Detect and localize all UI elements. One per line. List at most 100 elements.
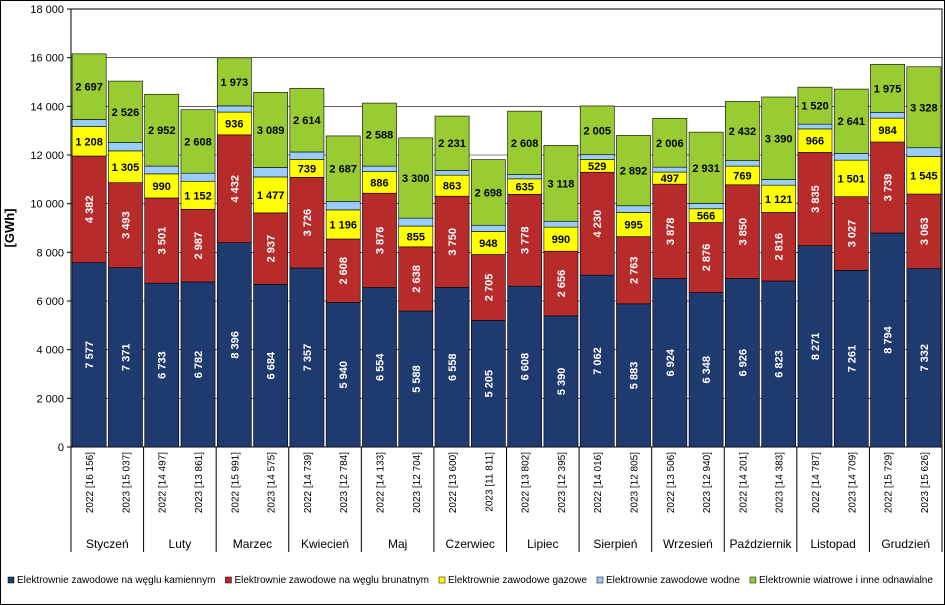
bar-segment: [362, 165, 397, 172]
bar-segment: [180, 208, 216, 283]
x-tick-label: 2022 [13 506]: [666, 452, 677, 513]
data-label: 7 371: [120, 344, 132, 372]
bar-segment: [362, 287, 397, 448]
data-label: 995: [624, 220, 642, 232]
x-tick-label: 2022 [16 156]: [85, 452, 96, 513]
data-label: 497: [661, 173, 679, 185]
data-label: 2 638: [411, 265, 423, 293]
x-tick-label: 2022 [15 991]: [230, 452, 241, 513]
data-label: 3 328: [910, 102, 938, 114]
bar-segment: [289, 267, 325, 448]
x-month-label: Maj: [388, 537, 407, 551]
bar-segment: [543, 315, 579, 448]
bar-segment: [398, 246, 434, 312]
bar-segment: [543, 250, 579, 317]
bar-segment: [108, 267, 143, 448]
data-label: 3 493: [120, 211, 132, 239]
bar-segment: [725, 101, 760, 161]
x-tick-label: 2022 [14 739]: [303, 452, 314, 513]
bar-segment: [870, 112, 905, 119]
data-label: 2 705: [483, 274, 495, 302]
y-tick-label: 16 000: [30, 53, 64, 65]
bar-segment: [761, 184, 797, 213]
bar-segment: [507, 174, 543, 180]
data-label: 8 396: [229, 331, 241, 359]
x-month-label: Wrzesień: [663, 537, 713, 551]
x-tick-label: 2022 [14 787]: [811, 452, 822, 513]
data-label: 3 063: [919, 218, 931, 246]
data-label: 2 763: [629, 256, 641, 284]
data-label: 2 641: [838, 116, 866, 128]
data-label: 1 520: [801, 101, 829, 113]
data-label: 7 062: [592, 347, 604, 375]
bar-segment: [71, 119, 107, 127]
y-tick-label: 4 000: [36, 345, 64, 357]
bar-segment: [398, 137, 434, 219]
bar-segment: [253, 92, 288, 168]
x-month-label: Czerwiec: [446, 537, 495, 551]
bar-segment: [180, 109, 216, 174]
bar-segment: [289, 88, 325, 153]
bar-segment: [725, 278, 760, 448]
bar-segment: [180, 180, 216, 210]
x-tick-label: 2023 [14 383]: [775, 452, 786, 513]
x-month-label: Kwiecień: [301, 537, 349, 551]
data-label: 2 987: [193, 232, 205, 260]
data-label: 6 558: [447, 353, 459, 381]
legend-label: Elektrownie zawodowe wodne: [606, 575, 740, 586]
bar-segment: [434, 170, 470, 176]
data-label: 863: [443, 181, 461, 193]
legend-label: Elektrownie wiatrowe i inne odnawialne: [759, 575, 933, 586]
legend-swatch: [225, 576, 232, 584]
bar-segment: [833, 270, 869, 448]
data-label: 7 577: [84, 341, 96, 369]
data-label: 2 876: [701, 244, 713, 272]
bar-segment: [144, 282, 180, 448]
data-label: 2 697: [75, 82, 103, 94]
data-label: 6 348: [701, 356, 713, 384]
bar-segment: [870, 232, 905, 448]
data-label: 3 027: [846, 220, 858, 248]
bar-segment: [761, 179, 797, 186]
x-month-label: Luty: [169, 537, 192, 551]
y-tick-label: 18 000: [30, 4, 64, 16]
x-month-label: Styczeń: [86, 537, 129, 551]
data-label: 6 924: [665, 348, 677, 376]
data-label: 2 656: [556, 270, 568, 298]
bar-segment: [434, 287, 470, 448]
bar-segment: [216, 134, 252, 243]
bar-segment: [797, 245, 833, 448]
data-label: 2 892: [620, 166, 648, 178]
data-label: 3 835: [810, 185, 822, 213]
bar-segment: [906, 147, 942, 157]
bar-segment: [652, 278, 688, 448]
bar-segment: [71, 126, 107, 157]
data-label: 2 588: [366, 130, 394, 142]
bar-segment: [180, 172, 216, 182]
bar-segment: [616, 212, 651, 237]
bar-segment: [398, 310, 434, 448]
bar-segment: [180, 281, 216, 448]
bar-segment: [253, 176, 288, 214]
bar-segment: [253, 167, 288, 178]
bar-segment: [652, 118, 688, 168]
bar-segment: [108, 182, 143, 268]
data-label: 6 684: [266, 351, 278, 379]
bar-segment: [833, 159, 869, 197]
bar-segment: [579, 154, 615, 160]
data-label: 1 545: [910, 170, 938, 182]
x-tick-label: 2023 [13 861]: [194, 452, 205, 513]
bar-segment: [906, 268, 942, 448]
data-label: 3 089: [257, 125, 285, 137]
data-label: 4 432: [229, 175, 241, 203]
x-tick-label: 2023 [11 811]: [484, 452, 495, 512]
bar-segment: [216, 105, 252, 113]
bar-segment: [144, 173, 180, 199]
data-label: 6 554: [374, 353, 386, 381]
data-label: 2 931: [692, 163, 720, 175]
bar-segment: [688, 131, 724, 204]
data-label: 1 477: [257, 190, 285, 202]
gridlines: [70, 8, 943, 448]
data-label: 2 687: [329, 164, 357, 176]
data-label: 1 305: [112, 162, 140, 174]
